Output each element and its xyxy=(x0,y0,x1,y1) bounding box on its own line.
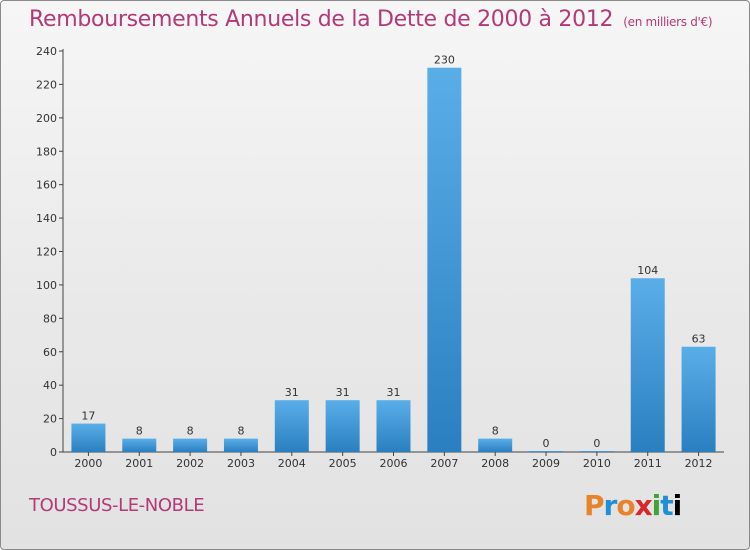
y-tick-label: 20 xyxy=(43,413,57,426)
x-tick-label: 2008 xyxy=(481,457,509,470)
y-tick-label: 200 xyxy=(36,112,57,125)
y-tick-label: 80 xyxy=(43,312,57,325)
bar-2005 xyxy=(325,400,360,452)
x-tick-label: 2007 xyxy=(430,457,458,470)
bar-2007 xyxy=(427,67,462,452)
y-tick-label: 180 xyxy=(36,145,57,158)
x-tick-label: 2004 xyxy=(278,457,306,470)
y-tick-label: 0 xyxy=(50,446,57,459)
x-tick-label: 2005 xyxy=(329,457,357,470)
bar-2009 xyxy=(529,451,564,452)
x-tick-label: 2003 xyxy=(227,457,255,470)
logo-letter: P xyxy=(584,489,605,522)
bar-2006 xyxy=(376,400,411,452)
x-tick-label: 2001 xyxy=(125,457,153,470)
data-label: 8 xyxy=(187,425,194,438)
data-label: 31 xyxy=(387,386,401,399)
y-tick-label: 40 xyxy=(43,379,57,392)
bar-2010 xyxy=(579,451,614,452)
y-tick-label: 140 xyxy=(36,212,57,225)
y-tick-label: 60 xyxy=(43,346,57,359)
logo-letter: r xyxy=(603,489,618,522)
chart-title-text: Remboursements Annuels de la Dette de 20… xyxy=(29,7,614,32)
data-label: 8 xyxy=(237,425,244,438)
logo-letter: x xyxy=(634,489,653,522)
bar-2001 xyxy=(122,438,157,452)
y-tick-label: 240 xyxy=(36,45,57,58)
bar-2011 xyxy=(630,278,665,452)
bar-2002 xyxy=(173,438,208,452)
x-tick-label: 2010 xyxy=(583,457,611,470)
y-tick-label: 160 xyxy=(36,179,57,192)
proxiti-logo[interactable]: Proxiti xyxy=(584,489,683,522)
logo-letter: t xyxy=(660,489,673,522)
data-label: 63 xyxy=(692,333,706,346)
bar-2000 xyxy=(71,423,106,452)
logo-letter: i xyxy=(651,489,662,522)
x-tick-label: 2011 xyxy=(634,457,662,470)
data-label: 17 xyxy=(81,410,95,423)
x-tick-label: 2012 xyxy=(685,457,713,470)
data-label: 230 xyxy=(434,54,455,67)
y-tick-label: 220 xyxy=(36,78,57,91)
y-tick-label: 120 xyxy=(36,246,57,259)
chart-title: Remboursements Annuels de la Dette de 20… xyxy=(29,7,713,32)
chart-unit: (en milliers d'€) xyxy=(623,15,713,29)
data-label: 31 xyxy=(336,386,350,399)
data-label: 0 xyxy=(543,437,550,450)
data-label: 0 xyxy=(593,437,600,450)
x-tick-label: 2006 xyxy=(380,457,408,470)
commune-name: TOUSSUS-LE-NOBLE xyxy=(29,495,205,516)
bar-2004 xyxy=(274,400,309,452)
bars: 17 8 8 8 31 31 31 230 8 0 0 104 63 xyxy=(71,54,716,452)
bar-2003 xyxy=(223,438,258,452)
y-tick-label: 100 xyxy=(36,279,57,292)
bar-2012 xyxy=(681,346,716,452)
x-tick-label: 2000 xyxy=(74,457,102,470)
data-label: 31 xyxy=(285,386,299,399)
x-tick-label: 2009 xyxy=(532,457,560,470)
data-label: 104 xyxy=(637,264,658,277)
logo-letter: o xyxy=(616,489,635,522)
data-label: 8 xyxy=(136,425,143,438)
logo-letter: i xyxy=(672,489,683,522)
x-tick-label: 2002 xyxy=(176,457,204,470)
data-label: 8 xyxy=(492,425,499,438)
bar-2008 xyxy=(478,438,513,452)
